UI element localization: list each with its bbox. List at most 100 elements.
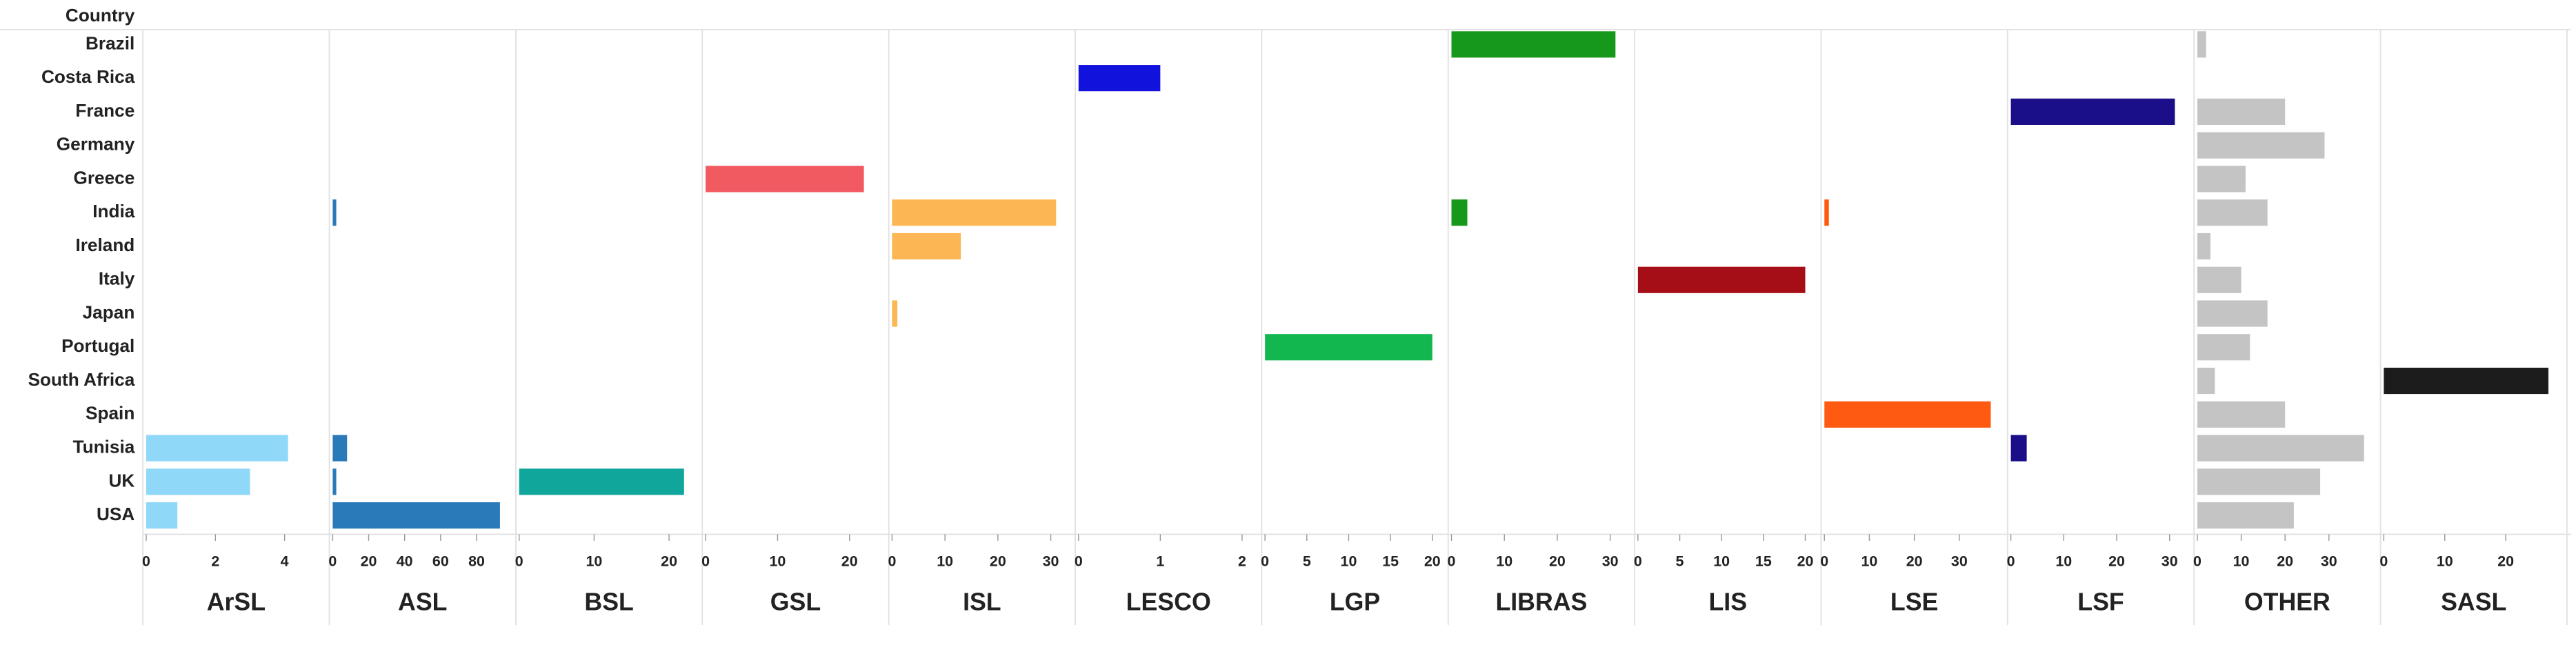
x-tick-label: 40 [397,553,413,570]
x-tick-label: 0 [701,553,710,570]
bar [332,468,337,495]
bar [2197,132,2325,159]
bar [1637,266,1806,293]
panel-label: ISL [963,588,1001,616]
bar [2197,232,2211,260]
bar [706,166,864,192]
bar [2197,401,2286,428]
bar [2010,435,2027,462]
bar [892,300,898,327]
x-tick-label: 0 [2193,553,2201,570]
bar [1451,199,1468,226]
x-tick-label: 30 [1043,553,1059,570]
bar [146,435,288,462]
x-tick-label: 10 [769,553,786,570]
x-tick-label: 20 [1549,553,1566,570]
bar [146,468,250,495]
bar [2197,98,2286,125]
x-tick-label: 20 [1906,553,1923,570]
x-tick-label: 10 [1713,553,1730,570]
row-label: Spain [86,403,134,424]
x-tick-label: 0 [2379,553,2388,570]
x-tick-label: 30 [2321,553,2337,570]
panel-label: ArSL [207,588,266,616]
x-tick-label: 2 [1238,553,1246,570]
x-tick-label: 0 [888,553,896,570]
x-tick-label: 60 [432,553,449,570]
panel-label: BSL [584,588,633,616]
row-label: Portugal [61,335,134,356]
bar [2197,334,2250,361]
row-header: Country [66,5,135,26]
x-tick-label: 15 [1755,553,1772,570]
bar [1078,65,1161,92]
row-label: Costa Rica [41,66,135,87]
bar [519,468,684,495]
panel-label: LIS [1709,588,1748,616]
x-tick-label: 0 [1634,553,1642,570]
x-tick-label: 5 [1303,553,1311,570]
row-label: Japan [83,301,135,322]
x-tick-label: 10 [1861,553,1878,570]
bar [1824,199,1829,226]
bar [2197,300,2268,327]
row-label: UK [108,470,134,491]
x-tick-label: 0 [1261,553,1269,570]
x-tick-label: 15 [1382,553,1399,570]
bar [2010,98,2175,125]
x-tick-label: 20 [361,553,377,570]
panel-label: SASL [2441,588,2506,616]
panel-label: LESCO [1126,588,1211,616]
x-tick-label: 20 [1424,553,1441,570]
bar [892,232,961,260]
x-tick-label: 0 [515,553,523,570]
x-tick-label: 30 [1951,553,1968,570]
bar [1265,334,1432,361]
x-tick-label: 10 [1496,553,1512,570]
x-tick-label: 2 [211,553,219,570]
x-tick-label: 20 [2108,553,2125,570]
bar [2197,435,2364,462]
x-tick-label: 20 [2277,553,2293,570]
x-tick-label: 10 [937,553,953,570]
bar [2197,502,2294,529]
panel-label: LSF [2077,588,2124,616]
row-label: South Africa [28,369,135,390]
x-tick-label: 4 [281,553,289,570]
x-tick-label: 30 [1602,553,1619,570]
row-label: USA [97,504,134,524]
x-tick-label: 0 [142,553,150,570]
row-label: India [92,201,135,221]
x-tick-label: 0 [2007,553,2015,570]
x-tick-label: 20 [990,553,1006,570]
panel-label: LGP [1330,588,1380,616]
panel-label: LIBRAS [1495,588,1587,616]
bar [332,502,500,529]
row-label: France [75,100,134,121]
x-tick-label: 20 [841,553,858,570]
x-tick-label: 10 [2233,553,2250,570]
row-label: Greece [73,167,134,188]
row-label: Tunisia [73,436,135,457]
x-tick-label: 10 [1341,553,1357,570]
x-tick-label: 80 [468,553,485,570]
bar [892,199,1057,226]
x-tick-label: 0 [328,553,337,570]
bar [2197,367,2215,395]
panel-label: LSE [1890,588,1938,616]
bar [2197,468,2321,495]
row-label: Brazil [86,32,134,53]
panel-label: ASL [398,588,447,616]
x-tick-label: 30 [2161,553,2178,570]
row-label: Italy [99,268,135,289]
x-tick-label: 10 [2437,553,2453,570]
bar [1824,401,1991,428]
bar [146,502,178,529]
panel-label: GSL [770,588,821,616]
x-tick-label: 0 [1075,553,1083,570]
bar [332,435,348,462]
x-tick-label: 20 [2497,553,2514,570]
row-label: Germany [57,134,135,155]
bar [2197,199,2268,226]
